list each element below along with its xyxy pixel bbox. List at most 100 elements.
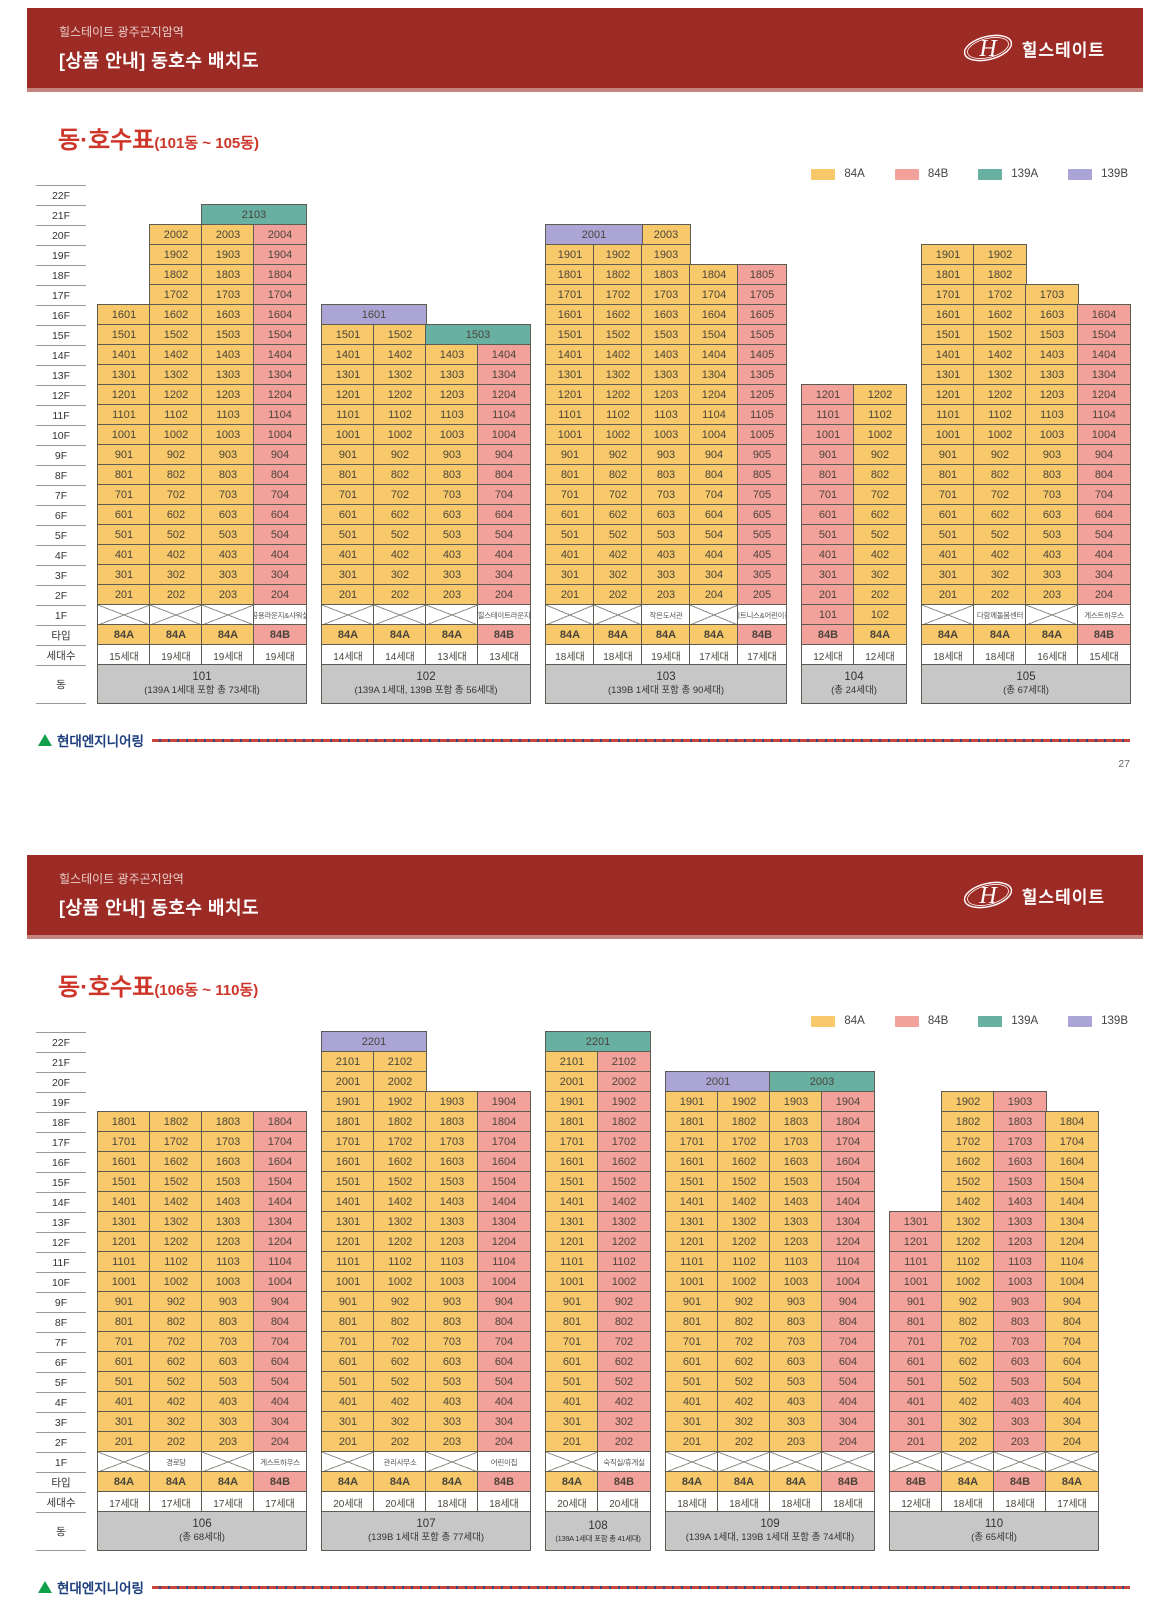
unit-cell: 1101 [801, 404, 855, 426]
unit-cell: 303 [201, 564, 255, 586]
svg-text:H: H [978, 883, 998, 909]
unit-cell: 604 [689, 504, 739, 526]
unit-cell: 1103 [641, 404, 691, 426]
unit-cell: 1804 [253, 264, 307, 286]
unit-cell: 1604 [1045, 1151, 1099, 1173]
unit-cell: 1802 [973, 264, 1027, 286]
unit-cell: 903 [201, 1291, 255, 1313]
building-total: (총 65세대) [971, 1532, 1017, 1544]
unit-cell: 1003 [425, 424, 479, 446]
unit-cell: 204 [477, 1431, 531, 1453]
unit-cell: 403 [201, 544, 255, 566]
crossed-cell [97, 1451, 151, 1473]
unit-cell: 1402 [373, 344, 427, 366]
unit-cell: 1401 [321, 1191, 375, 1213]
unit-cell: 801 [321, 1311, 375, 1333]
unit-cell: 403 [993, 1391, 1047, 1413]
unit-cell: 1302 [149, 1211, 203, 1233]
unit-cell: 901 [97, 1291, 151, 1313]
unit-cell: 1001 [545, 1271, 599, 1293]
unit-cell: 401 [321, 544, 375, 566]
crossed-cell [201, 604, 255, 626]
unit-cell: 1102 [149, 1251, 203, 1273]
count-cell: 12세대 [889, 1491, 943, 1513]
unit-cell: 1103 [425, 1251, 479, 1273]
unit-cell: 903 [425, 444, 479, 466]
unit-cell: 1101 [321, 404, 375, 426]
unit-cell: 1904 [253, 244, 307, 266]
unit-cell: 1902 [149, 244, 203, 266]
building-108: 2201 2101 2102 2001 2002 1901 1902 1801 1802 1701… [545, 1031, 651, 1551]
unit-cell: 1203 [425, 1231, 479, 1253]
type-cell: 84A [689, 624, 739, 646]
floor-label: 5F [36, 526, 86, 546]
unit-cell: 1503 [769, 1171, 823, 1193]
floor-label: 6F [36, 506, 86, 526]
unit-cell: 1102 [597, 1251, 651, 1273]
type-cell: 84A [1025, 624, 1079, 646]
unit-cell: 1104 [689, 404, 739, 426]
count-cell: 15세대 [97, 644, 151, 666]
unit-cell: 1403 [1025, 344, 1079, 366]
floor-label: 3F [36, 1413, 86, 1433]
unit-grid: 22F 21F 20F 19F 18F 17F 16F 15F 14F 13F 12F 11F 10F 9… [36, 185, 1170, 704]
unit-cell: 1102 [941, 1251, 995, 1273]
unit-cell: 604 [1045, 1351, 1099, 1373]
unit-cell: 203 [425, 1431, 479, 1453]
unit-cell: 704 [253, 484, 307, 506]
unit-cell: 2003 [641, 224, 691, 246]
unit-cell: 803 [201, 464, 255, 486]
unit-cell: 1103 [201, 404, 255, 426]
unit-cell: 1601 [545, 304, 595, 326]
unit-cell: 1401 [97, 344, 151, 366]
floor-label: 2F [36, 586, 86, 606]
count-cell: 20세대 [321, 1491, 375, 1513]
unit-cell: 601 [921, 504, 975, 526]
type-cell: 84A [593, 624, 643, 646]
unit-cell: 1403 [425, 1191, 479, 1213]
unit-cell: 1804 [253, 1111, 307, 1133]
unit-cell: 201 [889, 1431, 943, 1453]
unit-cell: 1304 [1077, 364, 1131, 386]
unit-cell: 204 [477, 584, 531, 606]
unit-cell: 1003 [425, 1271, 479, 1293]
unit-cell: 202 [973, 584, 1027, 606]
unit-cell: 702 [149, 1331, 203, 1353]
unit-cell: 604 [253, 1351, 307, 1373]
page-title: [상품 안내] 동호수 배치도 [59, 898, 260, 918]
unit-cell: 1201 [321, 1231, 375, 1253]
unit-cell: 1301 [321, 364, 375, 386]
unit-cell: 401 [545, 1391, 599, 1413]
unit-cell: 1303 [201, 1211, 255, 1233]
unit-cell: 404 [477, 544, 531, 566]
floor-label: 21F [36, 1053, 86, 1073]
unit-cell: 502 [597, 1371, 651, 1393]
building-total: (139A 1세대 포함 총 73세대) [144, 685, 260, 697]
unit-cell: 1503 [201, 1171, 255, 1193]
type-cell: 84A [373, 624, 427, 646]
unit-cell: 1404 [1077, 344, 1131, 366]
unit-cell: 902 [149, 1291, 203, 1313]
unit-cell: 402 [717, 1391, 771, 1413]
header-bar: 힐스테이트 광주곤지암역 [상품 안내] 동호수 배치도 H 힐스테이트 [27, 855, 1143, 939]
unit-cell: 604 [1077, 504, 1131, 526]
unit-cell: 1602 [973, 304, 1027, 326]
unit-cell: 201 [97, 1431, 151, 1453]
unit-cell: 1004 [477, 424, 531, 446]
unit-cell: 1702 [597, 1131, 651, 1153]
unit-cell: 902 [373, 444, 427, 466]
unit-cell: 302 [593, 564, 643, 586]
unit-cell: 902 [149, 444, 203, 466]
unit-cell: 1305 [737, 364, 787, 386]
floor-label: 12F [36, 386, 86, 406]
unit-cell: 1101 [921, 404, 975, 426]
legend-item: 139B [1068, 1015, 1128, 1027]
unit-cell: 1601 [665, 1151, 719, 1173]
unit-cell: 701 [545, 484, 595, 506]
unit-cell: 201 [665, 1431, 719, 1453]
unit-cell: 1501 [97, 1171, 151, 1193]
type-cell: 84A [665, 1471, 719, 1493]
unit-cell: 1302 [597, 1211, 651, 1233]
unit-cell: 1603 [425, 1151, 479, 1173]
unit-cell: 401 [321, 1391, 375, 1413]
